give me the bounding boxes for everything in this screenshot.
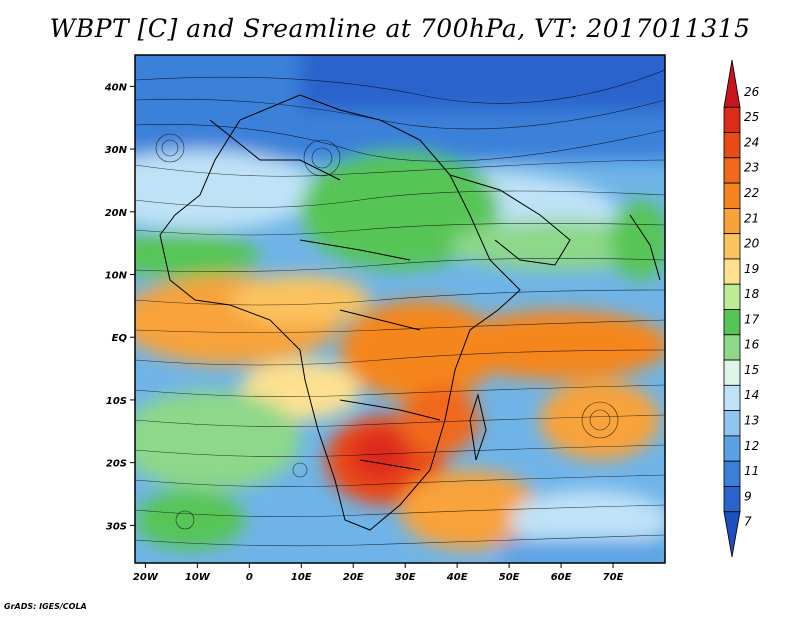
- colorbar-label: 25: [744, 110, 759, 124]
- colorbar-label: 21: [744, 211, 759, 225]
- colorbar-swatch: [723, 233, 741, 260]
- colorbar-label: 11: [744, 464, 759, 478]
- lon-tick-label: 40E: [446, 572, 468, 583]
- map-frame: [134, 54, 666, 564]
- colorbar-label: 22: [744, 186, 759, 200]
- lon-tick-label: 70E: [603, 572, 624, 583]
- colorbar-label: 15: [744, 363, 759, 377]
- colorbar-label: 17: [744, 312, 760, 326]
- colorbar-swatch: [723, 59, 741, 108]
- colorbar-label: 20: [744, 237, 760, 251]
- colorbar-swatch: [723, 309, 741, 336]
- colorbar-label: 26: [744, 85, 760, 99]
- lon-tick-label: 20W: [133, 572, 159, 583]
- colorbar-swatch: [723, 359, 741, 386]
- lon-tick-label: 30E: [395, 572, 416, 583]
- colorbar-swatch: [723, 258, 741, 285]
- colorbar-swatch: [723, 207, 741, 235]
- colorbar-label: 13: [744, 414, 759, 428]
- colorbar-label: 7: [744, 515, 752, 529]
- map-title: WBPT [C] and Sreamline at 700hPa, VT: 20…: [49, 14, 751, 43]
- lon-tick-label: 20E: [343, 572, 364, 583]
- colorbar-label: 18: [744, 287, 760, 301]
- colorbar-swatch: [723, 334, 741, 361]
- lon-tick-label: 10W: [185, 572, 211, 583]
- colorbar-swatch: [723, 283, 741, 310]
- lat-tick-label: 20N: [105, 208, 128, 219]
- colorbar-label: 24: [744, 135, 759, 149]
- colorbar-label: 19: [744, 262, 759, 276]
- latitude-axis: 40N 30N 20N 10N EQ 10S 20S 30S: [104, 82, 135, 532]
- credit-text: GrADS: IGES/COLA: [4, 602, 87, 611]
- lat-tick-label: EQ: [112, 333, 128, 344]
- lat-tick-label: 30S: [106, 521, 127, 532]
- colorbar-swatch: [723, 157, 741, 184]
- coastlines: [159, 94, 661, 531]
- longitude-axis: 20W 10W 0 10E 20E 30E 40E 50E 60E 70E: [133, 563, 624, 583]
- lon-tick-label: 0: [246, 572, 253, 583]
- colorbar-swatch: [723, 511, 741, 558]
- lat-tick-label: 40N: [104, 82, 128, 93]
- colorbar-swatch: [723, 132, 741, 159]
- colorbar-label: 9: [744, 489, 752, 503]
- lat-tick-label: 30N: [105, 145, 128, 156]
- colorbar-swatch: [723, 486, 741, 513]
- colorbar-swatch: [723, 460, 741, 487]
- wbpt-field: [135, 55, 665, 563]
- colorbar-swatch: [723, 182, 741, 209]
- colorbar-swatch: [723, 106, 741, 133]
- colorbar-swatch: [723, 435, 741, 462]
- colorbar-label: 16: [744, 338, 760, 352]
- lon-tick-label: 10E: [291, 572, 312, 583]
- lat-tick-label: 10N: [105, 271, 128, 282]
- colorbar-label: 12: [744, 439, 759, 453]
- colorbar-swatch: [723, 410, 741, 437]
- lon-tick-label: 60E: [551, 572, 572, 583]
- lon-tick-label: 50E: [499, 572, 520, 583]
- streamlines: [135, 69, 665, 547]
- lat-tick-label: 20S: [106, 459, 127, 470]
- colorbar-label: 14: [744, 388, 759, 402]
- color-bar: 26 25 24 23 22 21 20 19 18 17 16 15 14 13 12 11 9 7: [723, 59, 760, 558]
- colorbar-swatch: [723, 384, 741, 412]
- colorbar-label: 23: [744, 161, 759, 175]
- lat-tick-label: 10S: [106, 396, 127, 407]
